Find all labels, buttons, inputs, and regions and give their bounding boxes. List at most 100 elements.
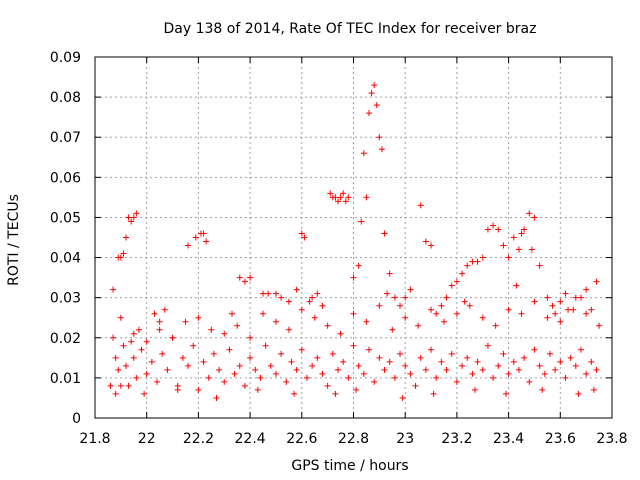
data-point bbox=[169, 334, 176, 341]
y-tick-label: 0.09 bbox=[50, 50, 81, 66]
data-point bbox=[397, 350, 404, 357]
data-point bbox=[324, 382, 331, 389]
data-point bbox=[278, 294, 285, 301]
data-point bbox=[182, 318, 189, 325]
data-point bbox=[185, 242, 192, 249]
data-point bbox=[257, 374, 264, 381]
data-point bbox=[539, 386, 546, 393]
data-point bbox=[448, 282, 455, 289]
data-point bbox=[474, 258, 481, 265]
data-point bbox=[161, 306, 168, 313]
data-point bbox=[528, 246, 535, 253]
data-point bbox=[384, 290, 391, 297]
y-tick-label: 0.04 bbox=[50, 251, 81, 267]
data-point bbox=[143, 338, 150, 345]
data-point bbox=[306, 298, 313, 305]
data-point bbox=[562, 290, 569, 297]
data-point bbox=[138, 346, 145, 353]
x-tick-label: 22.8 bbox=[338, 431, 369, 447]
data-point bbox=[190, 342, 197, 349]
data-point bbox=[272, 290, 279, 297]
data-point bbox=[588, 358, 595, 365]
data-point bbox=[495, 226, 502, 233]
data-point bbox=[107, 382, 114, 389]
data-point bbox=[552, 310, 559, 317]
data-point bbox=[572, 362, 579, 369]
data-point bbox=[428, 306, 435, 313]
data-point bbox=[453, 378, 460, 385]
data-point bbox=[536, 362, 543, 369]
data-point bbox=[590, 386, 597, 393]
data-point bbox=[117, 254, 124, 261]
data-point bbox=[464, 262, 471, 269]
data-point bbox=[337, 330, 344, 337]
data-point bbox=[272, 370, 279, 377]
data-point bbox=[226, 346, 233, 353]
data-point bbox=[448, 350, 455, 357]
data-point bbox=[518, 310, 525, 317]
data-point bbox=[203, 238, 210, 245]
data-point bbox=[141, 390, 148, 397]
data-point bbox=[399, 394, 406, 401]
data-point bbox=[293, 366, 300, 373]
data-point bbox=[332, 194, 339, 201]
data-point bbox=[252, 366, 259, 373]
data-point bbox=[503, 390, 510, 397]
data-point bbox=[314, 354, 321, 361]
data-point bbox=[303, 374, 310, 381]
data-point bbox=[174, 386, 181, 393]
data-point bbox=[353, 386, 360, 393]
data-point bbox=[195, 386, 202, 393]
x-tick-label: 23.4 bbox=[493, 431, 524, 447]
data-point bbox=[358, 218, 365, 225]
data-point bbox=[262, 342, 269, 349]
data-point bbox=[164, 366, 171, 373]
data-point bbox=[314, 290, 321, 297]
data-point bbox=[185, 362, 192, 369]
data-point bbox=[531, 298, 538, 305]
data-point bbox=[469, 258, 476, 265]
data-point bbox=[247, 354, 254, 361]
data-point bbox=[247, 274, 254, 281]
x-tick-label: 22.2 bbox=[183, 431, 214, 447]
data-point bbox=[531, 346, 538, 353]
data-point bbox=[345, 374, 352, 381]
data-point bbox=[128, 218, 135, 225]
data-point bbox=[291, 390, 298, 397]
data-point bbox=[366, 110, 373, 117]
data-point bbox=[417, 202, 424, 209]
data-point bbox=[278, 350, 285, 357]
data-point bbox=[565, 306, 572, 313]
data-point bbox=[397, 302, 404, 309]
y-tick-label: 0.06 bbox=[50, 170, 81, 186]
data-point bbox=[407, 286, 414, 293]
data-point bbox=[402, 294, 409, 301]
data-point bbox=[412, 382, 419, 389]
data-point bbox=[422, 366, 429, 373]
data-point bbox=[110, 286, 117, 293]
x-tick-label: 22.4 bbox=[235, 431, 266, 447]
data-point bbox=[151, 310, 158, 317]
data-point bbox=[376, 302, 383, 309]
data-point bbox=[363, 194, 370, 201]
data-point bbox=[298, 230, 305, 237]
data-point bbox=[417, 354, 424, 361]
data-point bbox=[210, 350, 217, 357]
data-point bbox=[115, 366, 122, 373]
data-point bbox=[438, 302, 445, 309]
data-point bbox=[453, 310, 460, 317]
data-points bbox=[107, 82, 603, 401]
data-point bbox=[112, 390, 119, 397]
data-point bbox=[123, 362, 130, 369]
data-point bbox=[593, 366, 600, 373]
x-tick-label: 22.6 bbox=[286, 431, 317, 447]
data-point bbox=[407, 370, 414, 377]
grid-lines bbox=[95, 57, 612, 418]
data-point bbox=[216, 366, 223, 373]
data-point bbox=[350, 310, 357, 317]
data-point bbox=[526, 378, 533, 385]
data-point bbox=[484, 342, 491, 349]
data-point bbox=[583, 310, 590, 317]
data-point bbox=[148, 358, 155, 365]
data-point bbox=[544, 314, 551, 321]
